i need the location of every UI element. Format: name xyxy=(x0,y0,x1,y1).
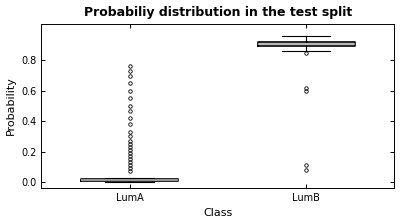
Title: Probabiliy distribution in the test split: Probabiliy distribution in the test spli… xyxy=(84,6,352,19)
Y-axis label: Probability: Probability xyxy=(6,77,16,135)
X-axis label: Class: Class xyxy=(203,209,232,218)
